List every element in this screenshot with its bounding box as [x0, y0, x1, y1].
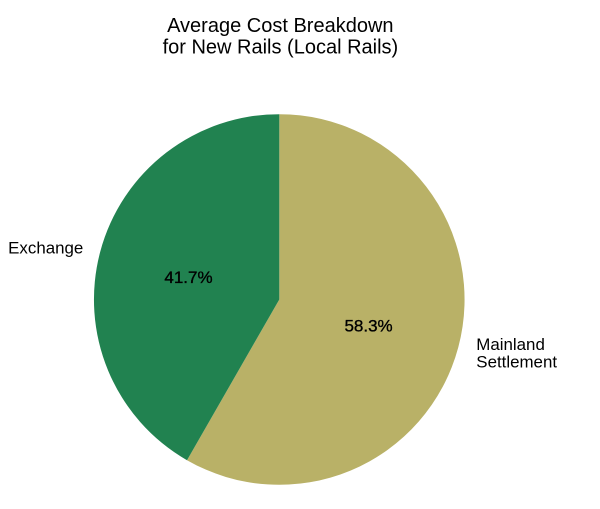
- svg-text:Settlement: Settlement: [476, 353, 557, 372]
- svg-text:Average Cost Breakdown: Average Cost Breakdown: [167, 15, 393, 37]
- svg-text:58.3%: 58.3%: [344, 317, 392, 336]
- svg-text:Exchange: Exchange: [8, 239, 83, 258]
- svg-text:Mainland: Mainland: [476, 335, 545, 354]
- svg-text:41.7%: 41.7%: [164, 268, 212, 287]
- svg-text:for New Rails (Local Rails): for New Rails (Local Rails): [163, 36, 399, 58]
